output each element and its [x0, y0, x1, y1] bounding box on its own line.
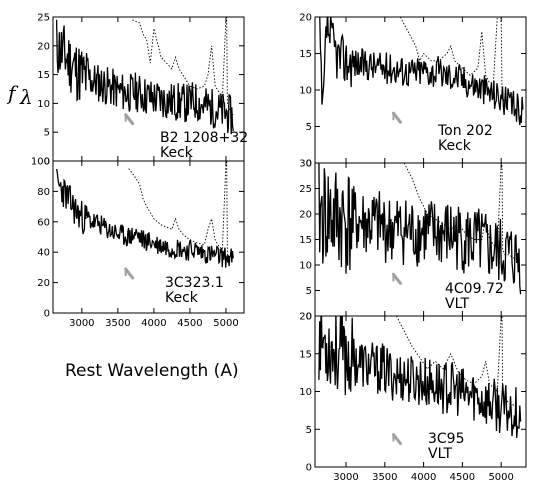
- 3c323-xtick-label: 5000: [213, 318, 238, 329]
- 3c95-xtick-label: 3500: [372, 472, 397, 483]
- ton202-ytick-label: 15: [299, 49, 312, 60]
- b2-series-template: [132, 17, 234, 116]
- 3c323-ytick-label: 0: [44, 309, 50, 320]
- b2-ytick-label: 5: [44, 128, 50, 139]
- 4c0972-label-line-0: 4C09.72: [445, 281, 504, 297]
- b2-ytick-label: 0: [44, 157, 50, 168]
- 3c323-ytick-label: 80: [37, 187, 50, 198]
- b2-ytick-label: 15: [37, 70, 50, 81]
- ton202-marker-icon: [391, 111, 402, 124]
- 4c0972-label-line-1: VLT: [445, 296, 469, 312]
- 3c95-ytick-label: 10: [299, 387, 312, 398]
- 3c323-series-template: [128, 161, 234, 259]
- 3c95-series-spectrum: [318, 316, 522, 438]
- 3c95-label-line-0: 3C95: [428, 431, 465, 447]
- ton202-ytick-label: 10: [299, 86, 312, 97]
- b2-ytick-label: 20: [37, 41, 50, 52]
- 3c323-series-spectrum: [55, 168, 234, 268]
- b2-ytick-label: 10: [37, 99, 50, 110]
- 3c95-label-line-1: VLT: [428, 446, 452, 462]
- ton202-series-spectrum: [319, 17, 524, 126]
- b2-ytick-label: 25: [37, 13, 50, 24]
- 4c0972-ytick-label: 10: [299, 261, 312, 272]
- panel-3c323: 0 20 40 60 80 100 3000 3500 4000 4500 5000 3C323.1K…: [31, 157, 245, 329]
- ton202-ytick-label: 0: [306, 159, 312, 170]
- 4c0972-ytick-label: 15: [299, 235, 312, 246]
- 4c0972-series-spectrum: [318, 163, 522, 295]
- 3c323-marker-icon: [124, 267, 135, 280]
- 3c95-xtick-label: 3000: [333, 472, 358, 483]
- 4c0972-ytick-label: 25: [299, 184, 312, 195]
- 3c323-frame: [52, 160, 245, 314]
- 3c323-ytick-label: 100: [31, 157, 50, 168]
- 3c323-xtick-label: 4500: [177, 318, 202, 329]
- 3c323-xtick-label: 4000: [141, 318, 166, 329]
- 4c0972-ytick-label: 5: [306, 286, 312, 297]
- b2-label-line-1: Keck: [160, 145, 194, 161]
- ton202-ytick-label: 5: [306, 122, 312, 133]
- x-axis-label: Rest Wavelength (A): [65, 361, 239, 381]
- ton202-ytick-label: 20: [299, 13, 312, 24]
- 4c0972-ytick-label: 20: [299, 210, 312, 221]
- 4c0972-ytick-label: 0: [306, 312, 312, 323]
- 3c323-xtick-label: 3000: [69, 318, 94, 329]
- b2-series-spectrum: [55, 19, 234, 135]
- 4c0972-marker-icon: [391, 272, 402, 285]
- 3c95-ytick-label: 5: [306, 425, 312, 436]
- 3c95-series-template: [396, 316, 517, 408]
- 3c95-ytick-label: 15: [299, 349, 312, 360]
- b2-marker-icon: [124, 113, 135, 126]
- 3c95-xtick-label: 5000: [488, 472, 513, 483]
- 4c0972-series-template: [403, 163, 517, 261]
- 3c95-ytick-label: 0: [306, 463, 312, 474]
- 3c323-ytick-label: 40: [37, 248, 50, 259]
- b2-label-line-0: B2 1208+32: [160, 130, 248, 146]
- 3c323-label-line-0: 3C323.1: [165, 275, 224, 291]
- 3c323-ytick-label: 20: [37, 278, 50, 289]
- 3c323-xtick-label: 3500: [105, 318, 130, 329]
- 3c95-marker-icon: [391, 433, 402, 446]
- y-axis-label-subscript: λ: [19, 85, 33, 109]
- y-axis-label: f: [6, 81, 19, 105]
- ton202-series-template: [399, 17, 510, 113]
- 4c0972-ytick-label: 30: [299, 159, 312, 170]
- 3c95-xtick-label: 4000: [411, 472, 436, 483]
- ton202-label-line-1: Keck: [438, 138, 472, 154]
- 3c95-xtick-label: 4500: [450, 472, 475, 483]
- 3c95-ytick-label: 20: [299, 312, 312, 323]
- ton202-label-line-0: Ton 202: [437, 123, 493, 139]
- 3c323-ytick-label: 60: [37, 217, 50, 228]
- 3c323-label-line-1: Keck: [165, 290, 199, 306]
